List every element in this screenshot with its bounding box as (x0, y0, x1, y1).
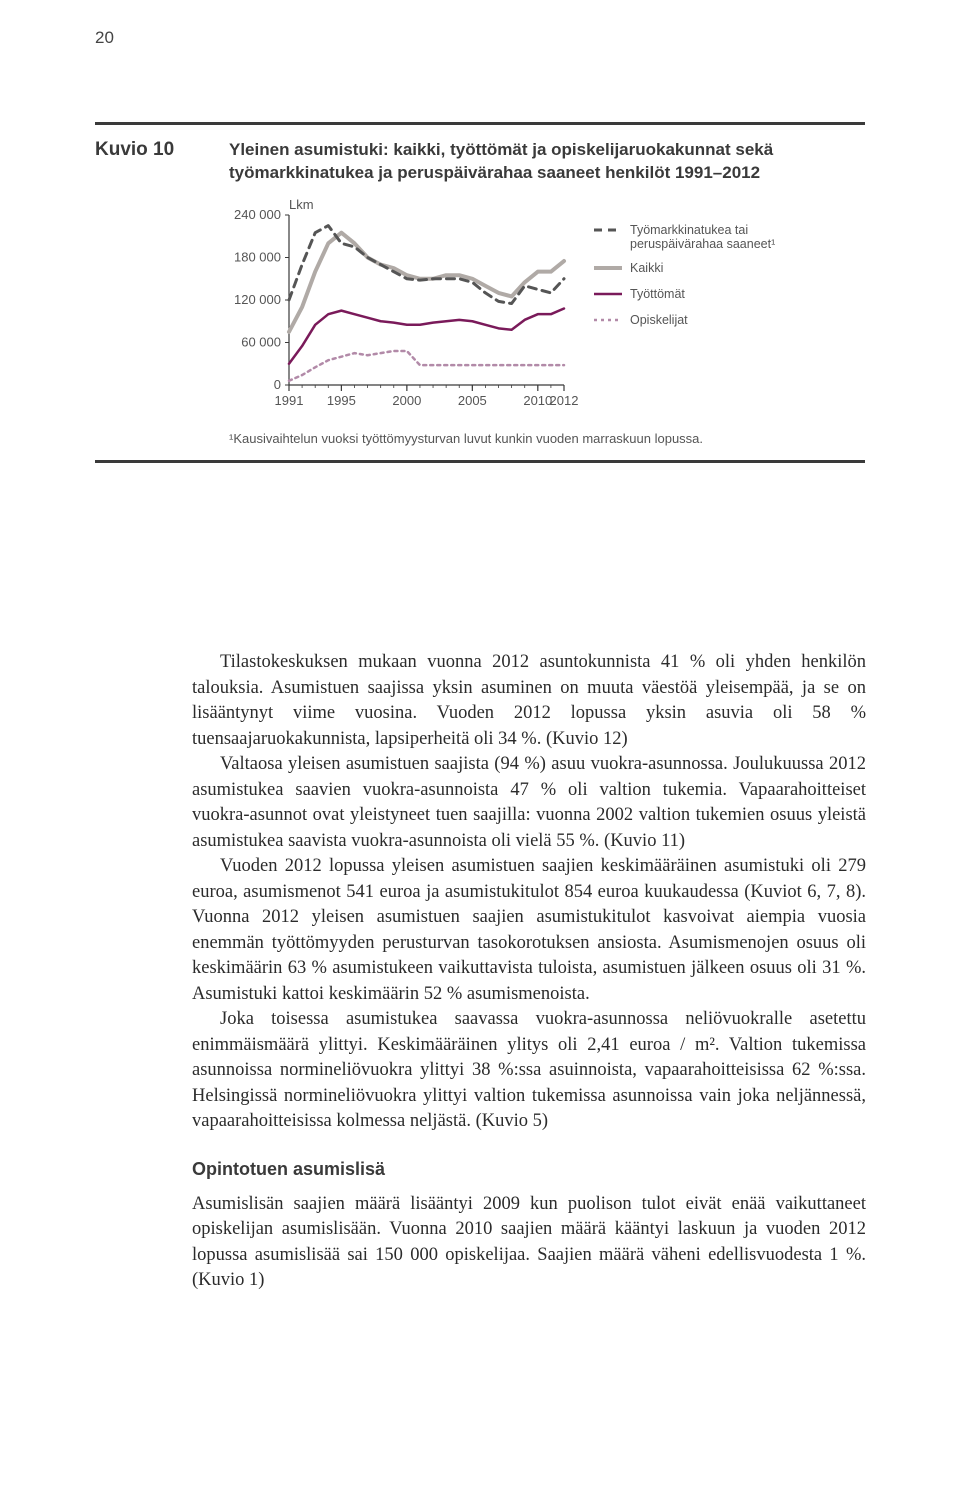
svg-text:2005: 2005 (458, 393, 487, 408)
paragraph: Tilastokeskuksen mukaan vuonna 2012 asun… (192, 650, 866, 752)
svg-text:1995: 1995 (327, 393, 356, 408)
svg-text:Lkm: Lkm (289, 197, 314, 212)
figure-label: Kuvio 10 (95, 125, 225, 161)
paragraph: Valtaosa yleisen asumistuen saajista (94… (192, 752, 866, 854)
figure-title: Yleinen asumistuki: kaikki, työttömät ja… (229, 139, 849, 185)
paragraph: Vuoden 2012 lopussa yleisen asumistuen s… (192, 854, 866, 1007)
subheading: Opintotuen asumislisä (192, 1157, 866, 1182)
svg-text:Opiskelijat: Opiskelijat (630, 313, 688, 327)
svg-text:peruspäivärahaa saaneet¹: peruspäivärahaa saaneet¹ (630, 237, 775, 251)
svg-text:180 000: 180 000 (234, 249, 281, 264)
page-number: 20 (95, 28, 114, 48)
svg-text:120 000: 120 000 (234, 292, 281, 307)
svg-text:60 000: 60 000 (241, 334, 281, 349)
svg-text:240 000: 240 000 (234, 207, 281, 222)
svg-text:Työmarkkinatukea tai: Työmarkkinatukea tai (630, 223, 748, 237)
figure-content: Yleinen asumistuki: kaikki, työttömät ja… (229, 125, 849, 446)
figure-footnote: ¹Kausivaihtelun vuoksi työttömyysturvan … (229, 431, 849, 446)
paragraph: Asumislisän saajien määrä lisääntyi 2009… (192, 1192, 866, 1294)
svg-text:2010: 2010 (523, 393, 552, 408)
svg-text:Kaikki: Kaikki (630, 261, 663, 275)
line-chart: Lkm 0 60 000 120 000 180 000 240 000 1991 1995 2… (229, 195, 849, 425)
svg-text:2012: 2012 (550, 393, 579, 408)
svg-text:2000: 2000 (392, 393, 421, 408)
figure-block: Kuvio 10 Yleinen asumistuki: kaikki, työ… (95, 122, 865, 463)
body-text: Tilastokeskuksen mukaan vuonna 2012 asun… (192, 650, 866, 1294)
svg-text:1991: 1991 (275, 393, 304, 408)
svg-text:0: 0 (274, 377, 281, 392)
paragraph: Joka toisessa asumistukea saavassa vuokr… (192, 1007, 866, 1135)
svg-text:Työttömät: Työttömät (630, 287, 685, 301)
